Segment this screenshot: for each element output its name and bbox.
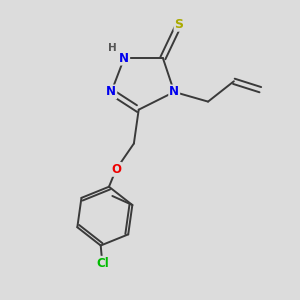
Text: H: H <box>108 44 116 53</box>
Text: N: N <box>106 85 116 98</box>
Text: S: S <box>175 18 184 31</box>
Text: Cl: Cl <box>96 257 109 270</box>
Text: N: N <box>169 85 179 98</box>
Text: O: O <box>111 163 121 176</box>
Text: N: N <box>119 52 129 64</box>
